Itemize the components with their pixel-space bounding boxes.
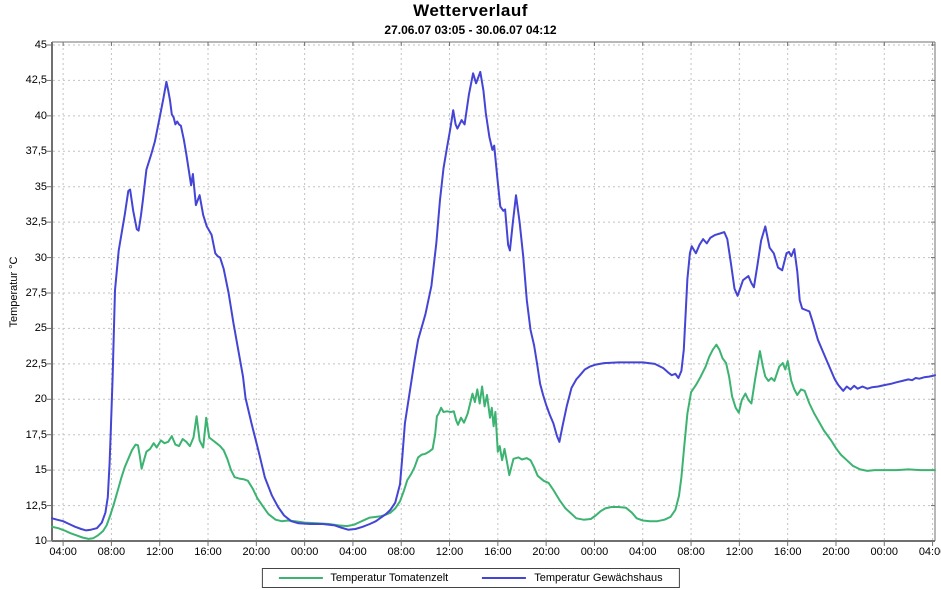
x-tick-label: 16:00 [484,546,512,558]
x-tick-label: 04:00 [49,546,77,558]
series-line-gewaechshaus [51,70,936,532]
x-tick-label: 08:00 [387,546,415,558]
x-tick-label: 04:00 [628,546,657,558]
x-tick-label: 12:00 [435,546,464,558]
chart-subtitle: 27.06.07 03:05 - 30.06.07 04:12 [384,23,557,37]
y-tick-label: 22,5 [25,357,47,370]
y-tick-label: 45 [34,39,47,51]
y-tick-label: 10 [34,535,47,547]
x-tick-label: 08:00 [677,546,705,558]
legend-item-tomatenzelt: Temperatur Tomatenzelt [278,572,448,584]
y-tick-label: 12,5 [25,499,47,512]
y-tick-label: 42,5 [25,74,47,87]
y-tick-label: 17,5 [25,428,47,441]
x-tick-label: 00:00 [870,546,899,558]
x-tick-label: 04:00 [918,546,941,558]
x-tick-label: 00:00 [580,546,609,558]
legend-line-tomatenzelt [278,577,323,579]
legend: Temperatur Tomatenzelt Temperatur Gewäch… [261,568,680,588]
y-tick-label: 30 [34,251,47,264]
y-tick-label: 15 [34,464,47,477]
x-tick-label: 16:00 [194,546,222,558]
x-tick-label: 00:00 [290,546,319,558]
x-tick-label: 20:00 [822,546,850,558]
x-tick-label: 12:00 [725,546,754,558]
y-tick-label: 37,5 [25,145,47,158]
y-tick-label: 40 [34,109,47,122]
y-tick-label: 27,5 [25,287,47,299]
x-tick-label: 20:00 [242,546,271,558]
y-tick-label: 25 [34,322,47,335]
legend-label-gewaechshaus: Temperatur Gewächshaus [534,572,663,584]
y-tick-label: 35 [34,180,47,193]
x-tick-label: 08:00 [97,546,126,558]
legend-line-gewaechshaus [482,577,527,579]
x-tick-label: 04:00 [339,546,367,558]
legend-item-gewaechshaus: Temperatur Gewächshaus [482,572,663,584]
x-tick-label: 12:00 [145,546,174,558]
x-tick-label: 16:00 [773,546,802,558]
series-line-tomatenzelt [51,343,936,540]
legend-label-tomatenzelt: Temperatur Tomatenzelt [330,572,449,584]
y-tick-label: 32,5 [25,216,47,229]
chart-title: Wetterverlauf [413,1,528,20]
y-tick-label: 20 [34,393,47,406]
x-tick-label: 20:00 [532,546,560,558]
